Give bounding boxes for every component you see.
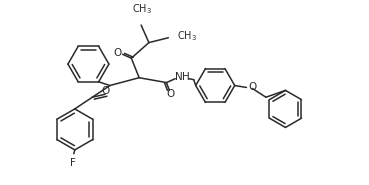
Text: CH$_3$: CH$_3$ <box>177 29 197 43</box>
Text: O: O <box>248 83 256 92</box>
Text: O: O <box>102 86 110 96</box>
Text: N: N <box>175 72 183 82</box>
Text: H: H <box>182 72 190 82</box>
Text: O: O <box>114 48 122 58</box>
Text: O: O <box>166 89 175 99</box>
Text: CH$_3$: CH$_3$ <box>132 2 152 16</box>
Text: F: F <box>70 158 76 168</box>
